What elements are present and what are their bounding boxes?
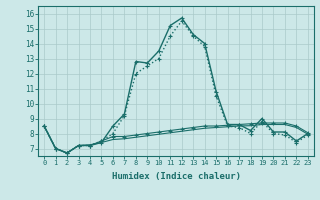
X-axis label: Humidex (Indice chaleur): Humidex (Indice chaleur) — [111, 172, 241, 181]
